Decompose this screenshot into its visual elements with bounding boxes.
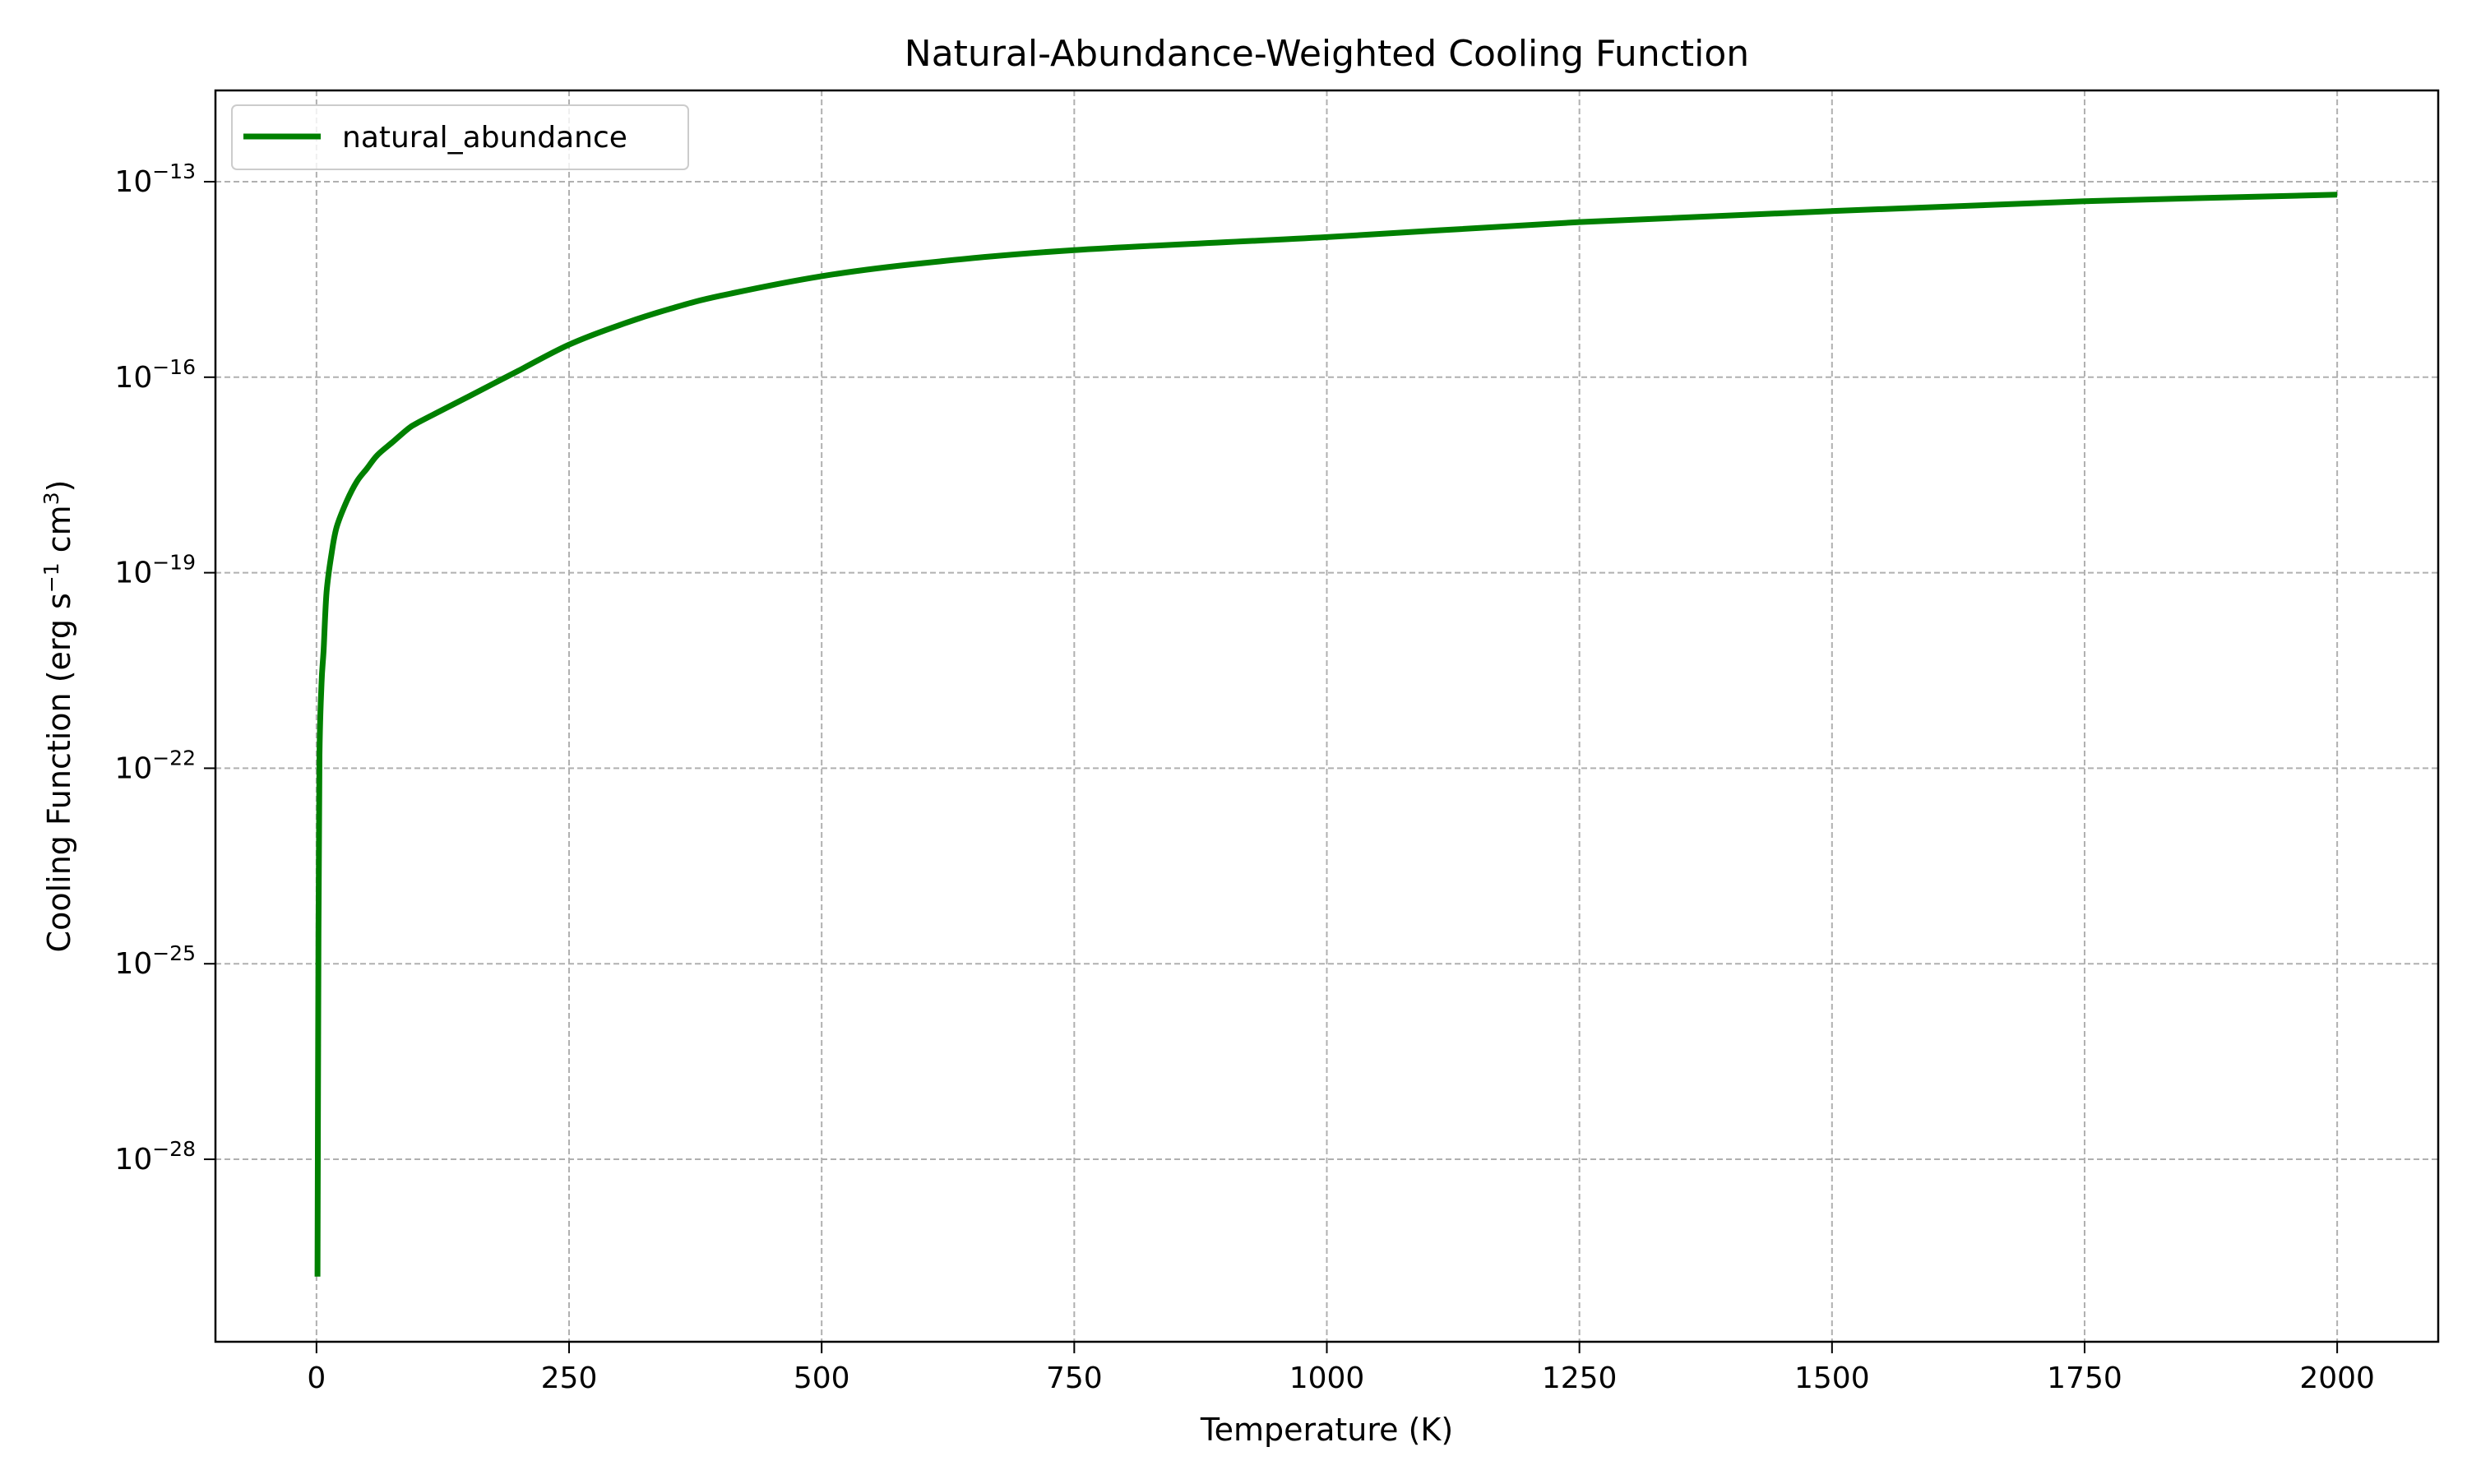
y-tick-label: 10−16 <box>114 355 196 395</box>
tick-layer: 0 250 500 750 1000 1250 1500 1750 2000 10−13 10−16… <box>114 159 2375 1395</box>
y-tick-label: 10−22 <box>114 746 196 785</box>
x-tick-label: 0 <box>307 1361 326 1395</box>
x-tick-label: 1500 <box>1794 1361 1870 1395</box>
series-line-natural-abundance <box>314 192 2338 1277</box>
chart-title: Natural-Abundance-Weighted Cooling Funct… <box>905 33 1749 75</box>
x-tick-label: 1250 <box>1542 1361 1618 1395</box>
y-axis-label-exp2: 3 <box>39 492 63 505</box>
y-tick-label: 10−13 <box>114 159 196 199</box>
x-tick-label: 750 <box>1046 1361 1103 1395</box>
x-tick-label: 500 <box>794 1361 850 1395</box>
y-axis-label-suffix: ) <box>41 480 77 492</box>
y-tick-label: 10−25 <box>114 941 196 981</box>
y-axis-label-exp1: −1 <box>39 562 63 593</box>
y-tick-label: 10−28 <box>114 1137 196 1177</box>
y-axis-label-prefix: Cooling Function (erg s <box>41 593 77 952</box>
x-tick-label: 1750 <box>2047 1361 2122 1395</box>
x-tick-label: 2000 <box>2299 1361 2375 1395</box>
y-axis-label-middle: cm <box>41 505 77 562</box>
series-layer <box>314 192 2338 1277</box>
legend-label-natural-abundance: natural_abundance <box>342 121 627 155</box>
grid-layer <box>215 90 2438 1342</box>
y-tick-label: 10−19 <box>114 551 196 590</box>
x-axis-label: Temperature (K) <box>1200 1412 1453 1448</box>
y-axis-label: Cooling Function (erg s−1 cm3) <box>39 480 77 953</box>
legend-box <box>231 104 689 170</box>
x-tick-label: 1000 <box>1289 1361 1365 1395</box>
x-tick-label: 250 <box>541 1361 598 1395</box>
legend: natural_abundance <box>231 104 689 170</box>
